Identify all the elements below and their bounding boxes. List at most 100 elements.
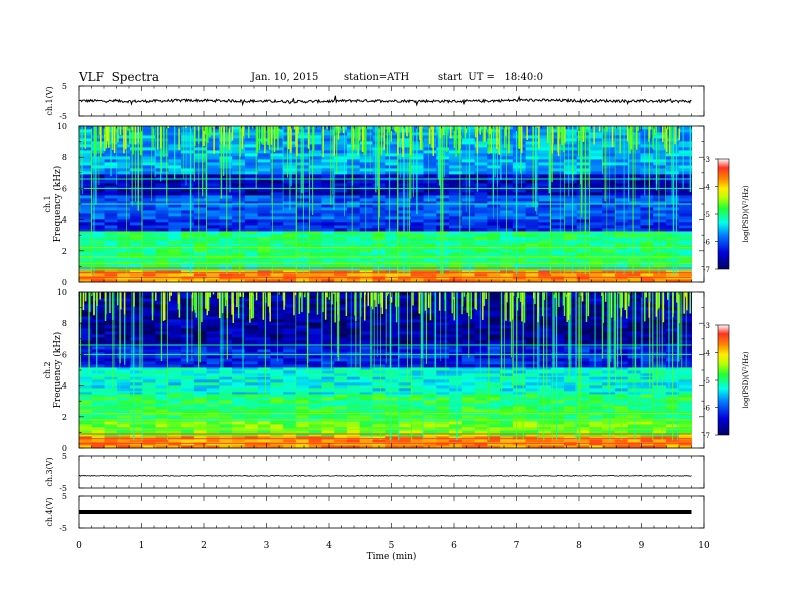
ch2-spectrogram-cell (359, 439, 373, 443)
ch1-spectrogram-cell (627, 156, 641, 160)
ch2-spectrogram-cell (410, 430, 425, 434)
ch2-spectrogram-cell (206, 325, 220, 329)
ch2-spectrogram-cell (576, 352, 590, 356)
ch1-spectrogram-cell (270, 252, 284, 256)
ch2-spectrogram-cell (385, 355, 399, 359)
ch1-spectrogram-cell (525, 273, 539, 277)
ch1-spectrogram-cell (117, 237, 131, 241)
ch1-spectrogram-cell (295, 279, 310, 283)
ch1-spectrogram-cell (244, 261, 259, 265)
ch2-spectrogram-cell (270, 394, 284, 398)
ch1-spectrogram-cell (538, 144, 552, 148)
ch2-spectrogram-cell (244, 436, 259, 440)
ch1-spectrogram-noise-burst (429, 126, 431, 144)
ch1-spectrogram-cell (206, 237, 220, 241)
ch1-spectrogram-cell (321, 144, 335, 148)
ch2-spectrogram-cell (346, 346, 361, 350)
ch1-spectrogram-cell (665, 174, 680, 178)
ch1-spectrogram-cell (117, 231, 131, 235)
ch1-spectrogram-cell (142, 126, 157, 130)
ch1-spectrogram-cell (334, 162, 348, 166)
ch2-spectrogram-cell (512, 376, 527, 380)
ch2-spectrogram-cell (117, 379, 131, 383)
ch2-spectrogram-cell (551, 325, 565, 329)
ch1-spectrogram-cell (79, 189, 93, 193)
ch1-spectrogram-noise-burst (602, 126, 604, 127)
ch1-spectrogram-cell (487, 210, 501, 214)
ch1-spectrogram-cell (308, 252, 322, 256)
ch1-spectrogram-cell (308, 159, 322, 163)
ch2-spectrogram-cell (678, 397, 692, 401)
ch2-spectrogram-cell (551, 334, 565, 338)
ch1-spectrogram-cell (321, 168, 335, 172)
ch2-spectrogram-cell (487, 319, 501, 323)
ch2-spectrogram-cell (410, 358, 425, 362)
ch2-spectrogram-cell (206, 364, 220, 368)
ch2-spectrogram-cell (334, 364, 348, 368)
ch2-spectrogram-cell (576, 421, 590, 425)
ch2-spectrogram-cell (181, 376, 195, 380)
ch2-spectrogram-cell (168, 364, 182, 368)
ch1-spectrogram-cell (589, 144, 603, 148)
ch1-spectrogram-cell (206, 150, 220, 154)
ch2-spectrogram-cell (91, 421, 106, 425)
ch2-spectrogram-cell (602, 445, 616, 449)
ch1-spectrogram-cell (525, 198, 539, 202)
ch2-spectrogram-cell (461, 400, 476, 404)
ch1-spectrogram-cell (232, 195, 246, 199)
ch2-spectrogram-cell (232, 394, 246, 398)
ch1-spectrogram-cell (474, 243, 488, 247)
ch2-spectrogram-cell (410, 355, 425, 359)
ch1-spectrogram-cell (232, 129, 246, 133)
ch1-spectrogram-cell (614, 237, 629, 241)
ch1-spectrogram-cell (206, 147, 220, 151)
ch2-spectrogram-cell (321, 370, 335, 374)
ch1-spectrogram-cell (295, 216, 310, 220)
ch2-spectrogram-cell (372, 394, 386, 398)
ch1-spectrogram-cell (525, 150, 539, 154)
ch1-spectrogram-cell (449, 258, 463, 262)
ch2-spectrogram-cell (270, 316, 284, 320)
ch2-spectrogram-cell (168, 319, 182, 323)
ch2-spectrogram-cell (487, 379, 501, 383)
ch2-spectrogram-cell (155, 364, 169, 368)
ch1-spectrogram-cell (193, 171, 208, 175)
ch2-spectrogram-cell (219, 427, 233, 431)
ch2-spectrogram-cell (372, 349, 386, 353)
ch1-spectrogram-cell (270, 231, 284, 235)
ch2-spectrogram-cell (398, 367, 412, 371)
ch2-spectrogram-cell (91, 400, 106, 404)
ch2-spectrogram-cell (525, 319, 539, 323)
ch2-spectrogram-cell (500, 322, 514, 326)
ch2-spectrogram-cell (181, 391, 195, 395)
ch1-spectrogram-cell (232, 144, 246, 148)
ch1-spectrogram-cell (576, 165, 590, 169)
ch2-spectrogram-cell (79, 358, 93, 362)
ch2-spectrogram-cell (168, 361, 182, 365)
ch2-spectrogram-cell (244, 427, 259, 431)
ch2-spectrogram-cell (512, 352, 527, 356)
ch1-spectrogram-cell (346, 180, 361, 184)
ch2-spectrogram-cell (346, 445, 361, 449)
ch2-spectrogram-cell (449, 346, 463, 350)
ch1-spectrogram-cell (283, 228, 297, 232)
ch2-spectrogram-cell (576, 319, 590, 323)
ch2-spectrogram-cell (295, 391, 310, 395)
ch1-spectrogram-cell (461, 198, 476, 202)
ch2-spectrogram-cell (563, 439, 578, 443)
ch1-spectrogram-cell (193, 201, 208, 205)
ch1-spectrogram-cell (334, 216, 348, 220)
ch2-spectrogram-cell (640, 421, 654, 425)
ch2-spectrogram-cell (563, 406, 578, 410)
ch1-spectrogram-cell (576, 210, 590, 214)
ch1-spectrogram-cell (576, 252, 590, 256)
ch2-spectrogram-cell (576, 439, 590, 443)
ch1-spectrogram-cell (359, 237, 373, 241)
ch2-spectrogram-cell (461, 364, 476, 368)
ch2-spectrogram-cell (142, 445, 157, 449)
ch2-spectrogram-cell (334, 388, 348, 392)
ch2-spectrogram-cell (346, 352, 361, 356)
ch2-spectrogram-cell (295, 352, 310, 356)
ch1-spectrogram-cell (104, 234, 118, 238)
ch1-spectrogram-cell (512, 204, 527, 208)
